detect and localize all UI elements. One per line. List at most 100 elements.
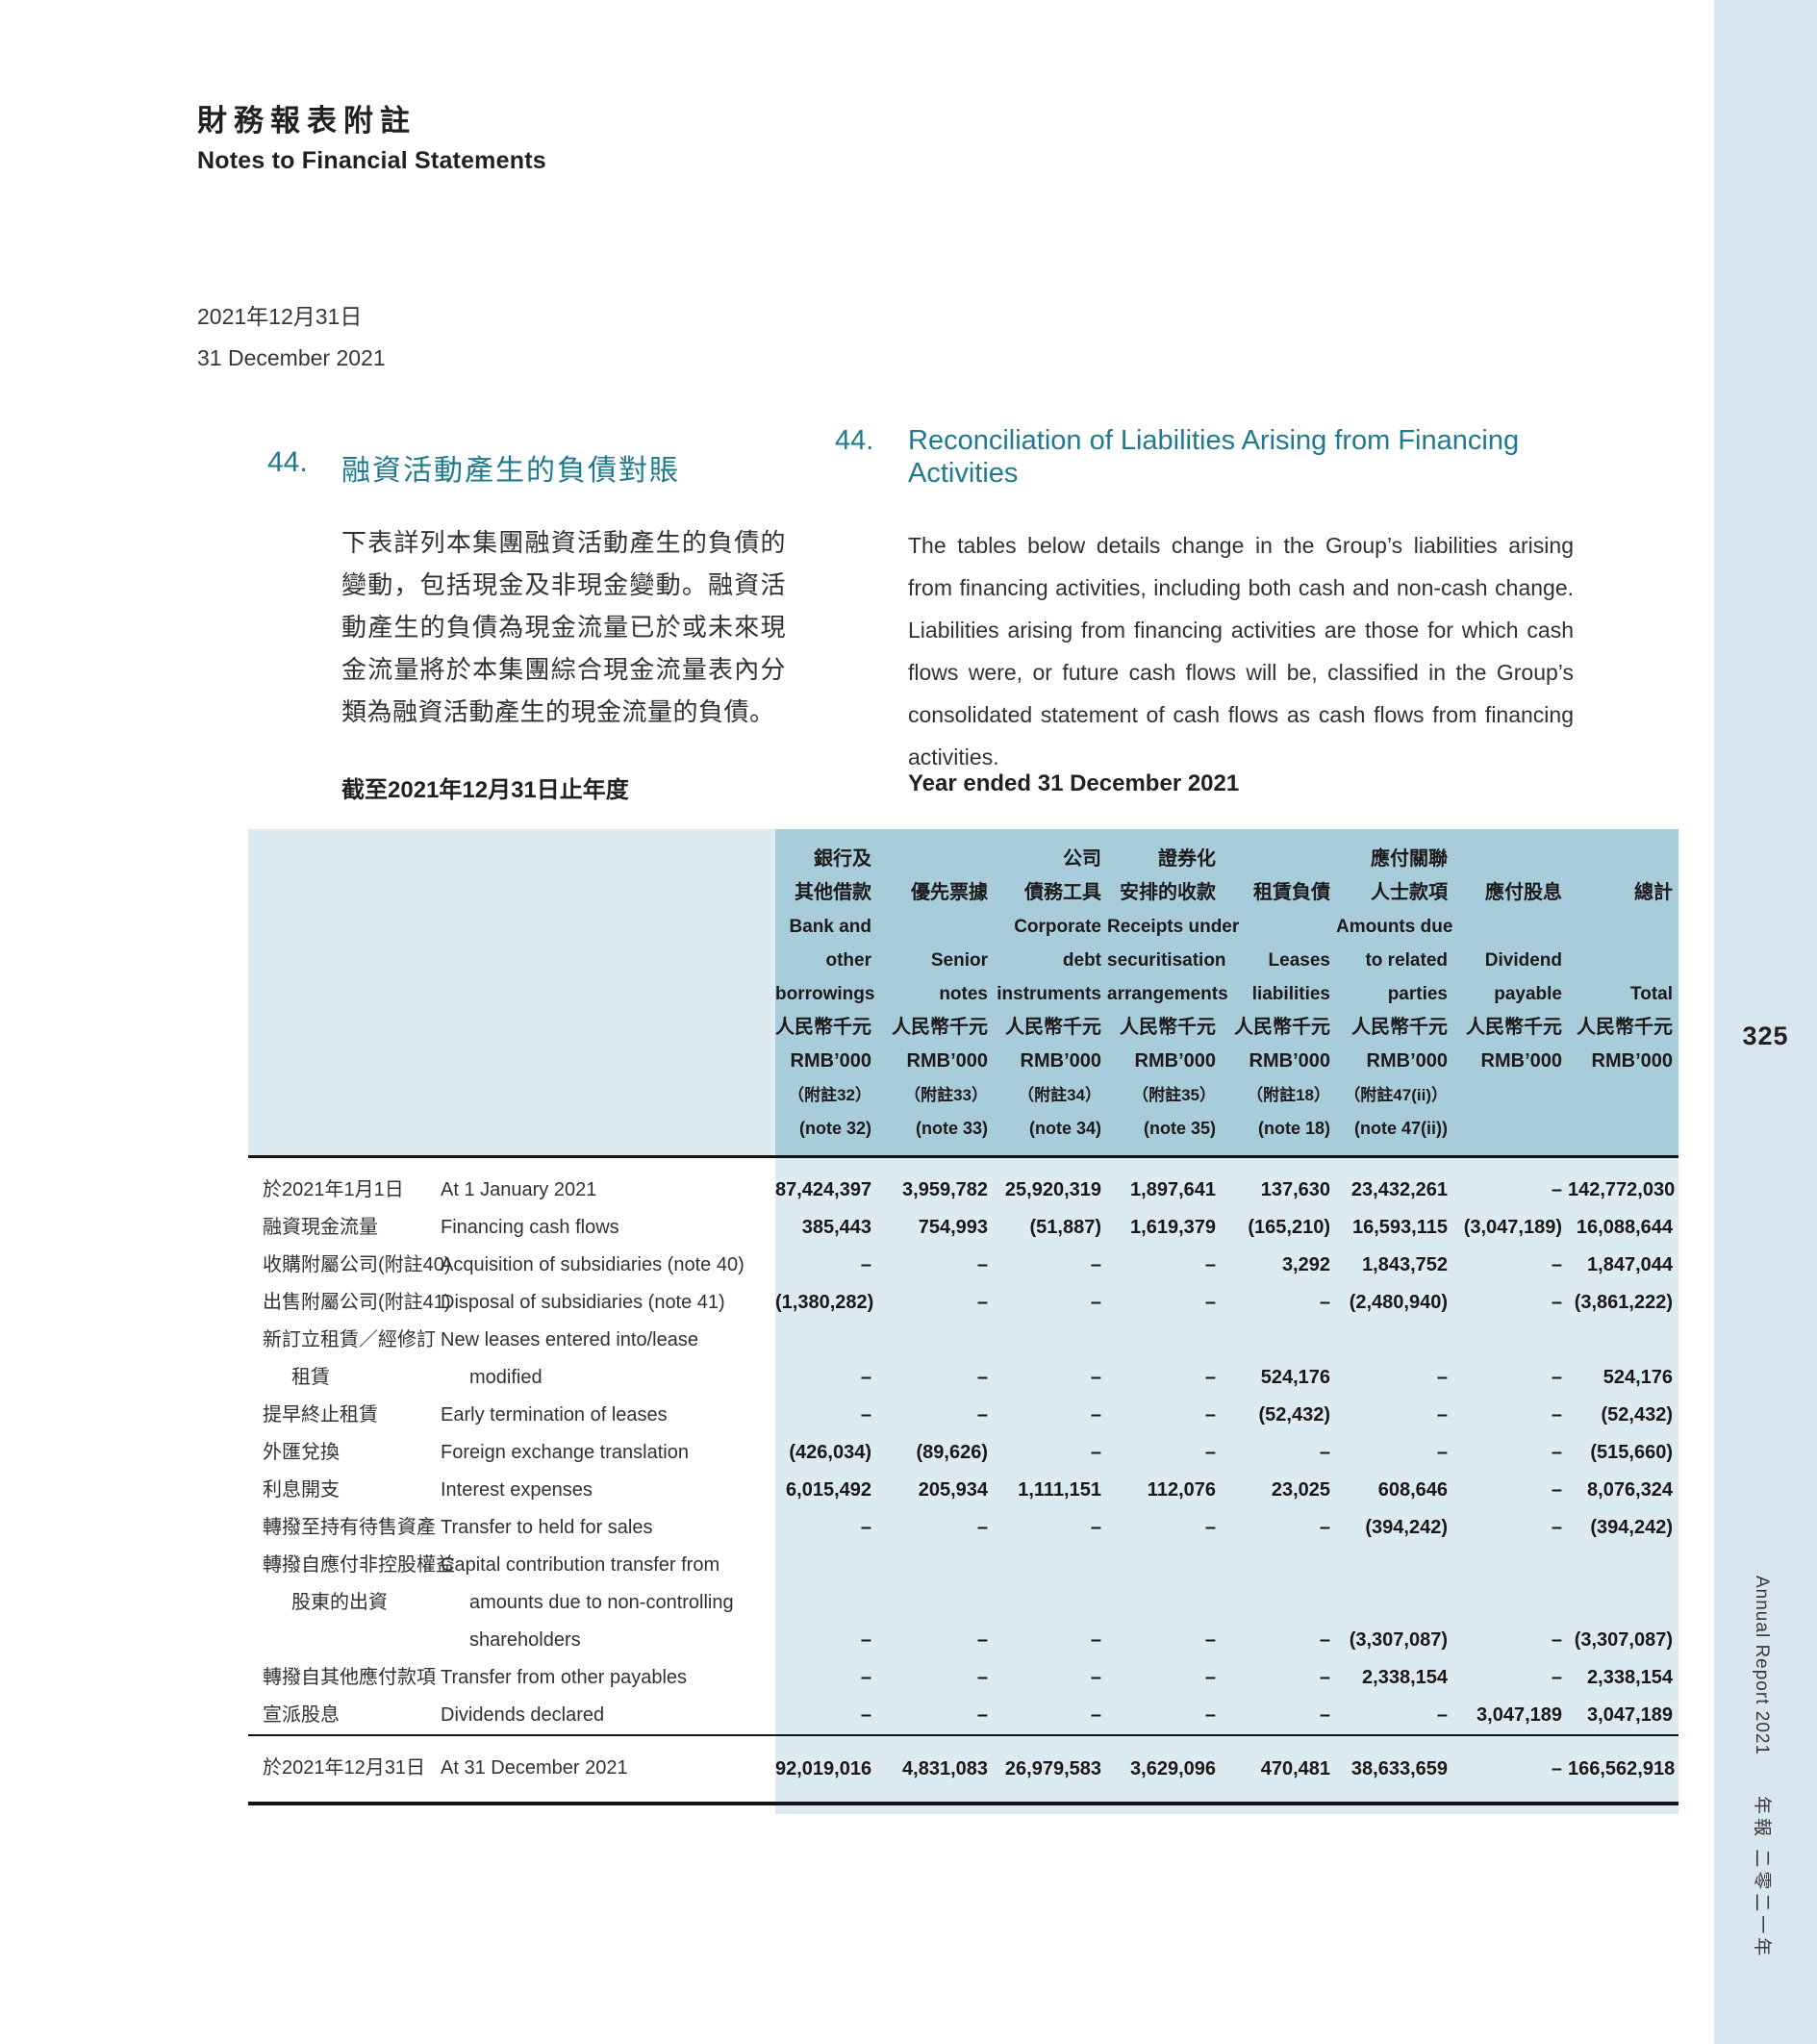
- row-label-en: New leases entered into/lease modified: [441, 1329, 698, 1388]
- row-label-en: Early termination of leases: [441, 1404, 668, 1426]
- cell-value-col1: –: [775, 1397, 877, 1434]
- cell-value-col4: –: [1107, 1509, 1222, 1547]
- sidebar-vertical-text: Annual Report 2021 年報 二零二一年: [1751, 1576, 1777, 1959]
- cell-value-col8: (3,861,222): [1568, 1284, 1678, 1322]
- table-header-row: 銀行及 其他借款 Bank and other borrowings 人民幣千元 RMB’0…: [248, 829, 1678, 1157]
- cell-value-col1: 385,443: [775, 1209, 877, 1247]
- cell-value-col6: –: [1336, 1397, 1453, 1434]
- table-row: 提早終止租賃 Early termination of leases – – – – (52…: [248, 1397, 1678, 1434]
- cell-value-col3: –: [994, 1284, 1107, 1322]
- cell-value-col2: –: [877, 1697, 994, 1735]
- cell-value-col5: –: [1222, 1547, 1336, 1659]
- table-stub-header: [248, 829, 775, 1157]
- row-label-zh: 新訂立租賃／經修訂 租賃: [263, 1329, 436, 1388]
- row-label-en: At 1 January 2021: [441, 1155, 775, 1209]
- cell-value-col6: 608,646: [1336, 1472, 1453, 1509]
- table-total-row: 於2021年12月31日 At 31 December 2021 92,019,01…: [248, 1734, 1678, 1805]
- cell-value-col5: –: [1222, 1434, 1336, 1472]
- row-label-en: Capital contribution transfer from amount…: [441, 1554, 734, 1651]
- cell-value-col6: 2,338,154: [1336, 1659, 1453, 1697]
- sidebar-strip: [1714, 0, 1817, 2044]
- row-label-en: Interest expenses: [441, 1479, 593, 1501]
- table-row: 新訂立租賃／經修訂 租賃 New leases entered into/lease…: [248, 1322, 1678, 1397]
- section-title-en: Reconciliation of Liabilities Arising fr…: [908, 425, 1520, 489]
- cell-value-col2: (89,626): [877, 1434, 994, 1472]
- cell-value-col5: 137,630: [1222, 1155, 1336, 1209]
- cell-value-col6: 23,432,261: [1336, 1155, 1453, 1209]
- cell-value-col7: –: [1453, 1659, 1568, 1697]
- cell-value-col7: (3,047,189): [1453, 1209, 1568, 1247]
- row-label-zh: 轉撥至持有待售資產: [263, 1517, 436, 1538]
- cell-value-col1: (426,034): [775, 1434, 877, 1472]
- cell-value-col2: –: [877, 1322, 994, 1397]
- cell-value-col5: 3,292: [1222, 1247, 1336, 1284]
- row-label-en: Transfer from other payables: [441, 1667, 688, 1688]
- row-label-zh: 於2021年12月31日: [248, 1734, 441, 1805]
- cell-value-col5: 470,481: [1222, 1734, 1336, 1805]
- section-number-zh: 44.: [267, 446, 308, 478]
- row-label-zh: 提早終止租賃: [263, 1404, 378, 1426]
- cell-value-col5: 23,025: [1222, 1472, 1336, 1509]
- cell-value-col4: 1,619,379: [1107, 1209, 1222, 1247]
- page-number: 325: [1742, 1022, 1789, 1050]
- row-label-en: Disposal of subsidiaries (note 41): [441, 1292, 725, 1313]
- cell-value-col4: –: [1107, 1284, 1222, 1322]
- cell-value-col7: 3,047,189: [1453, 1697, 1568, 1735]
- report-date-zh: 2021年12月31日: [197, 304, 363, 329]
- section-title-zh: 融資活動產生的負債對賬: [341, 455, 680, 487]
- cell-value-col8: (52,432): [1568, 1397, 1678, 1434]
- row-label-zh: 利息開支: [263, 1479, 340, 1501]
- row-label-zh: 宣派股息: [263, 1704, 340, 1726]
- cell-value-col2: –: [877, 1659, 994, 1697]
- report-date: 2021年12月31日 31 December 2021: [197, 296, 386, 379]
- paragraph-en: The tables below details change in the G…: [908, 533, 1574, 770]
- section-number-en: 44.: [835, 425, 874, 456]
- cell-value-col6: 38,633,659: [1336, 1734, 1453, 1805]
- table-row: 收購附屬公司(附註40) Acquisition of subsidiaries …: [248, 1247, 1678, 1284]
- cell-value-col4: –: [1107, 1434, 1222, 1472]
- row-label-en: At 31 December 2021: [441, 1734, 775, 1805]
- cell-value-col5: –: [1222, 1697, 1336, 1735]
- cell-value-col3: –: [994, 1509, 1107, 1547]
- cell-value-col2: –: [877, 1509, 994, 1547]
- cell-value-col4: –: [1107, 1397, 1222, 1434]
- sidebar-annual-report-zh: 年報 二零二一年: [1752, 1796, 1772, 1960]
- cell-value-col4: –: [1107, 1322, 1222, 1397]
- row-label-en: Financing cash flows: [441, 1217, 619, 1238]
- cell-value-col1: 92,019,016: [775, 1734, 877, 1805]
- row-label-en: Acquisition of subsidiaries (note 40): [441, 1254, 744, 1275]
- cell-value-col2: 4,831,083: [877, 1734, 994, 1805]
- page-title-en: Notes to Financial Statements: [197, 147, 546, 174]
- row-label-zh: 轉撥自應付非控股權益 股東的出資: [263, 1554, 455, 1613]
- table-body: 於2021年1月1日 At 1 January 2021 87,424,397 3,9…: [248, 1155, 1678, 1814]
- row-label-en: Transfer to held for sales: [441, 1517, 653, 1538]
- cell-value-col5: 524,176: [1222, 1322, 1336, 1397]
- cell-value-col8: 16,088,644: [1568, 1209, 1678, 1247]
- table-row: 融資現金流量 Financing cash flows 385,443 754,993…: [248, 1209, 1678, 1247]
- cell-value-col5: –: [1222, 1659, 1336, 1697]
- cell-value-col2: –: [877, 1247, 994, 1284]
- document-header: 財務報表附註 Notes to Financial Statements: [197, 96, 546, 175]
- table-row: 轉撥自其他應付款項 Transfer from other payables – – –…: [248, 1659, 1678, 1697]
- cell-value-col8: 2,338,154: [1568, 1659, 1678, 1697]
- row-label-zh: 融資現金流量: [263, 1217, 378, 1238]
- cell-value-col7: –: [1453, 1734, 1568, 1805]
- cell-value-col1: –: [775, 1509, 877, 1547]
- cell-value-col2: 754,993: [877, 1209, 994, 1247]
- cell-value-col3: –: [994, 1659, 1107, 1697]
- table-row: 於2021年1月1日 At 1 January 2021 87,424,397 3,9…: [248, 1155, 1678, 1209]
- cell-value-col7: –: [1453, 1397, 1568, 1434]
- cell-value-col3: (51,887): [994, 1209, 1107, 1247]
- cell-value-col3: –: [994, 1697, 1107, 1735]
- table-row: 利息開支 Interest expenses 6,015,492 205,934 1,1…: [248, 1472, 1678, 1509]
- cell-value-col8: (515,660): [1568, 1434, 1678, 1472]
- cell-value-col8: 3,047,189: [1568, 1697, 1678, 1735]
- cell-value-col7: –: [1453, 1434, 1568, 1472]
- cell-value-col8: 8,076,324: [1568, 1472, 1678, 1509]
- table-row: 轉撥至持有待售資產 Transfer to held for sales – – – – –…: [248, 1509, 1678, 1547]
- column-header-7: 應付股息 Dividend payable 人民幣千元 RMB’000: [1453, 829, 1568, 1157]
- cell-value-col5: –: [1222, 1284, 1336, 1322]
- row-label-zh: 收購附屬公司(附註40): [263, 1254, 451, 1275]
- column-header-5: 租賃負債 Leases liabilities 人民幣千元 RMB’000 （附註18）…: [1222, 829, 1336, 1157]
- paragraph-zh: 下表詳列本集團融資活動產生的負債的變動，包括現金及非現金變動。融資活動產生的負債…: [341, 528, 786, 726]
